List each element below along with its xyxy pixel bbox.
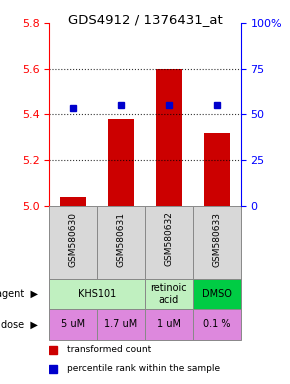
Bar [108, 119, 134, 206]
Bar [97, 309, 145, 339]
Bar [49, 206, 97, 279]
Text: 1.7 uM: 1.7 uM [104, 319, 138, 329]
Text: KHS101: KHS101 [78, 289, 116, 299]
Bar [145, 309, 193, 339]
Bar [193, 309, 241, 339]
Text: GSM580631: GSM580631 [117, 212, 126, 266]
Bar [156, 69, 182, 206]
Text: retinoic
acid: retinoic acid [151, 283, 187, 305]
Text: transformed count: transformed count [66, 345, 151, 354]
Bar [145, 279, 193, 309]
Bar [97, 206, 145, 279]
Text: 0.1 %: 0.1 % [203, 319, 231, 329]
Text: 1 uM: 1 uM [157, 319, 181, 329]
Text: GSM580632: GSM580632 [164, 212, 173, 266]
Bar [49, 309, 97, 339]
Text: agent  ▶: agent ▶ [0, 289, 38, 299]
Bar [193, 206, 241, 279]
Text: DMSO: DMSO [202, 289, 232, 299]
Bar [49, 279, 145, 309]
Text: dose  ▶: dose ▶ [1, 319, 38, 329]
Text: GSM580630: GSM580630 [69, 212, 78, 266]
Text: 5 uM: 5 uM [61, 319, 85, 329]
Text: percentile rank within the sample: percentile rank within the sample [66, 364, 220, 373]
Bar [193, 279, 241, 309]
Text: GSM580633: GSM580633 [212, 212, 221, 266]
Bar [60, 197, 86, 206]
Text: GDS4912 / 1376431_at: GDS4912 / 1376431_at [68, 13, 222, 26]
Bar [145, 206, 193, 279]
Bar [204, 132, 230, 206]
